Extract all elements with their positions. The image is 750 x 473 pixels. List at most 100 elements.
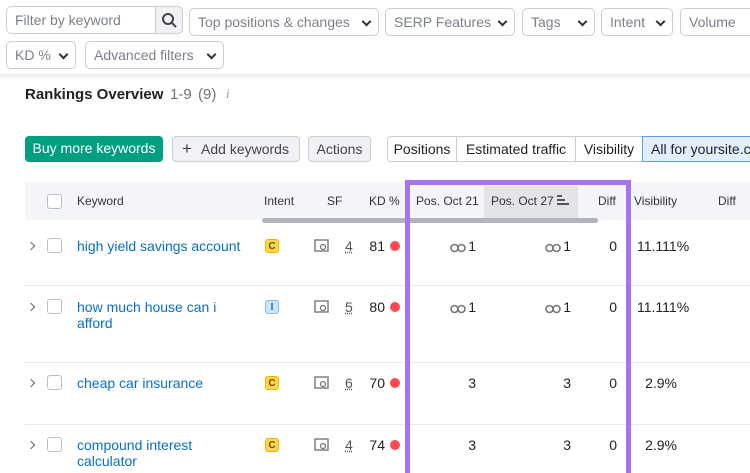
actions-button[interactable]: Actions [308,136,371,162]
row-divider [25,424,750,425]
column-header[interactable]: Pos. Oct 27 [491,194,554,208]
kd-dot [390,241,400,251]
position-value: 1 [563,299,571,315]
kd-value: 74 [369,437,385,453]
link-icon [450,302,466,317]
serp-feature-count[interactable]: 4 [345,437,353,453]
info-icon[interactable]: i [226,86,230,101]
serp-feature-count[interactable]: 6 [345,375,353,391]
kd-value: 81 [369,238,385,254]
link-icon [450,241,466,256]
kd-dot [390,440,400,450]
expand-arrow[interactable] [26,378,36,388]
kd-dot [390,302,400,312]
expand-arrow[interactable] [26,440,36,450]
label: KD % [15,47,51,63]
column-header[interactable]: Pos. Oct 21 [416,194,479,208]
filter-dropdown[interactable]: Tags [522,8,595,36]
tab[interactable]: Visibility [575,136,643,162]
count: (9) [198,86,217,103]
diff-value: 0 [609,437,617,453]
intent-badge: C [265,438,279,452]
visibility-value: 2.9% [645,437,677,453]
label: Intent [610,14,646,30]
divider [0,74,750,80]
highlight-box [405,180,631,473]
column-header[interactable]: SF [327,194,343,208]
visibility-value: 11.111% [637,238,690,254]
checkbox[interactable] [47,375,62,390]
position-value: 1 [468,238,476,254]
diff-value: 0 [609,238,617,254]
position-value: 1 [468,299,476,315]
intent-badge: C [265,239,279,253]
filter-dropdown[interactable]: KD % [6,41,76,69]
kd-value: 70 [369,375,385,391]
intent-badge: I [265,300,279,314]
link-icon [545,241,561,256]
filter-dropdown[interactable]: Top positions & changes [189,8,379,36]
label: Volume [689,14,736,30]
row-divider [25,285,750,286]
visibility-value: 11.111% [637,299,690,315]
filter-dropdown[interactable]: Volume [680,8,750,36]
position-value: 3 [563,437,571,453]
serp-feature-icon [314,300,330,317]
keyword-filter[interactable]: Filter by keyword [6,6,156,34]
diff-value: 0 [609,299,617,315]
range: 1-9 [170,86,192,103]
kd-value: 80 [369,299,385,315]
label: Advanced filters [94,47,194,63]
label: SERP Features [394,14,492,30]
sorted-column [484,186,578,220]
row-divider [25,362,750,363]
kd-dot [390,378,400,388]
filter-dropdown[interactable]: Advanced filters [85,41,224,69]
position-value: 3 [468,437,476,453]
column-header[interactable]: Diff [718,194,736,208]
title: Rankings Overview [25,86,164,103]
keyword-link[interactable]: compound interest calculator [77,437,193,469]
serp-feature-icon [314,239,330,256]
expand-arrow[interactable] [26,241,36,251]
filter-dropdown[interactable]: Intent [601,8,673,36]
placeholder: Filter by keyword [15,12,121,28]
checkbox[interactable] [47,194,62,209]
label: Tags [531,14,561,30]
column-header[interactable]: KD % [369,194,400,208]
column-header[interactable]: Diff [598,194,616,208]
keyword-link[interactable]: cheap car insurance [77,375,204,391]
column-header[interactable]: Visibility [634,194,678,208]
scrollbar[interactable] [262,218,598,223]
checkbox[interactable] [47,299,62,314]
tab[interactable]: Positions [387,136,457,162]
serp-feature-count[interactable]: 4 [345,238,353,254]
link-icon [545,302,561,317]
expand-arrow[interactable] [26,302,36,312]
position-value: 3 [563,375,571,391]
column-header[interactable]: Intent [264,194,295,208]
intent-badge: C [265,376,279,390]
serp-feature-count[interactable]: 5 [345,299,353,315]
tab[interactable]: Estimated traffic [456,136,576,162]
search-icon [162,13,177,28]
diff-value: 0 [609,375,617,391]
position-value: 3 [468,375,476,391]
keyword-link[interactable]: how much house can i afford [77,299,217,331]
search-button[interactable] [155,6,183,34]
label: Add keywords [201,141,289,157]
position-value: 1 [563,238,571,254]
sort-icon [557,195,569,205]
buy-button[interactable]: Buy more keywords [25,136,163,162]
checkbox[interactable] [47,437,62,452]
add-button[interactable]: + Add keywords [172,136,300,162]
keyword-link[interactable]: high yield savings account [77,238,241,254]
checkbox[interactable] [47,238,62,253]
serp-feature-icon [314,438,330,455]
visibility-value: 2.9% [645,375,677,391]
column-header[interactable]: Keyword [77,194,124,208]
tab-active[interactable]: All for yoursite.c [642,136,750,162]
serp-feature-icon [314,376,330,393]
filter-dropdown[interactable]: SERP Features [385,8,515,36]
